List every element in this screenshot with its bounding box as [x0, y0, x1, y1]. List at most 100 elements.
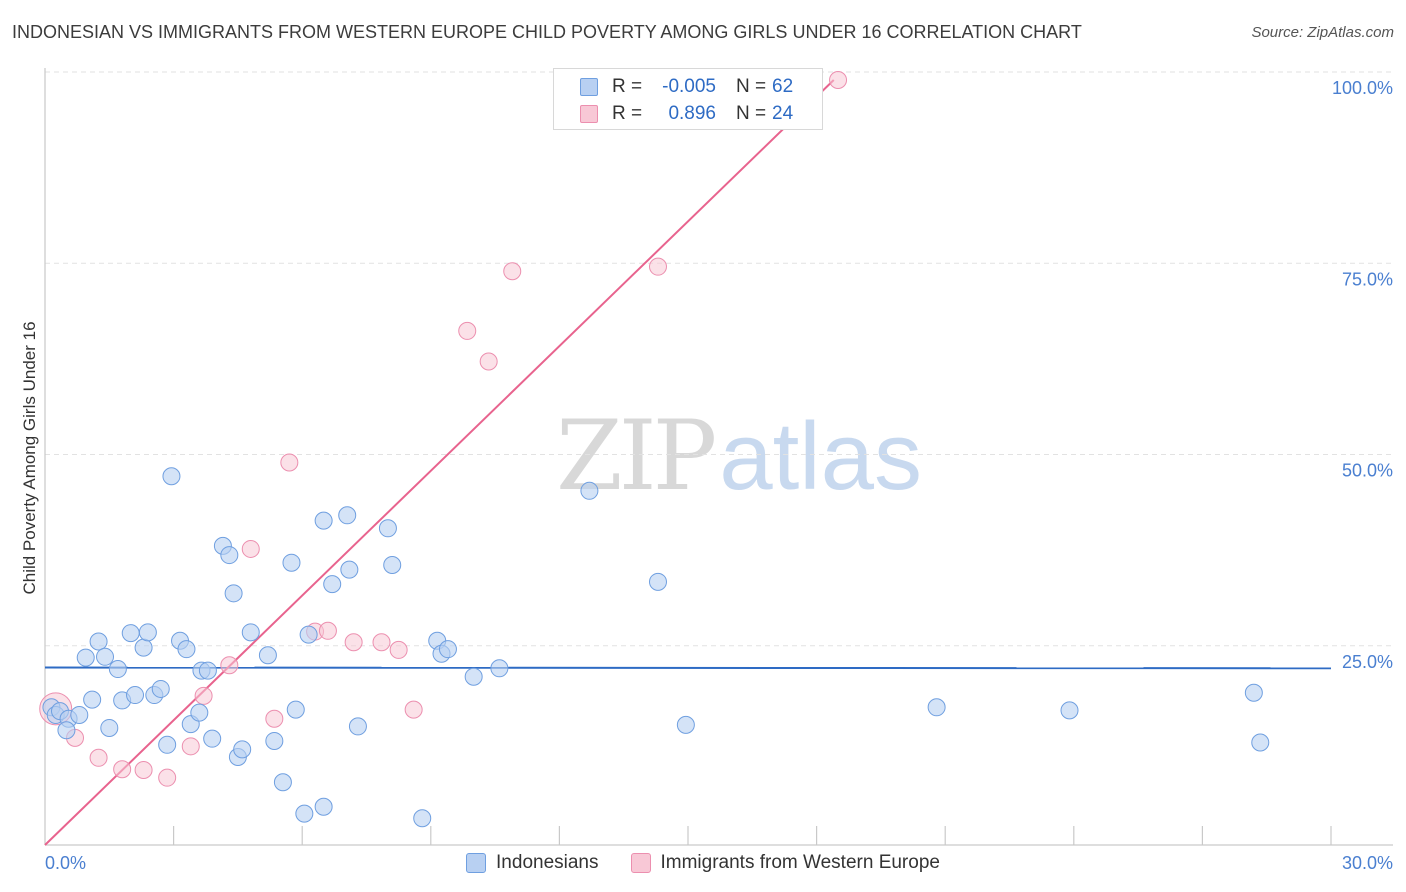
indonesians-point — [273, 773, 292, 792]
indonesians-point — [383, 556, 402, 575]
r-value: 0.896 — [668, 103, 716, 124]
indonesians-point — [89, 632, 108, 651]
immigrants-point — [372, 633, 391, 652]
legend-item-immigrants[interactable]: Immigrants from Western Europe — [630, 852, 940, 874]
indonesians-point — [314, 511, 333, 530]
indonesians-point — [96, 647, 115, 666]
immigrants-point — [280, 453, 299, 472]
indonesians-point — [233, 740, 252, 759]
immigrants-point — [265, 709, 284, 728]
r-label: R = — [612, 103, 643, 124]
series-legend: Indonesians Immigrants from Western Euro… — [0, 852, 1406, 874]
indonesians-point — [282, 553, 301, 572]
indonesians-point — [134, 638, 153, 657]
indonesians-point — [220, 546, 239, 565]
indonesians-point — [299, 625, 318, 644]
indonesians-point — [108, 660, 127, 679]
indonesians-point — [1244, 683, 1263, 702]
indonesians-point — [151, 679, 170, 698]
immigrants-point — [404, 700, 423, 719]
indonesians-point — [177, 640, 196, 659]
indonesians-point — [348, 717, 367, 736]
immigrants-point — [220, 656, 239, 675]
indonesians-trend-line — [44, 666, 1332, 670]
indonesians-legend-swatch — [466, 853, 487, 873]
indonesians-point — [190, 703, 209, 722]
indonesians-point — [100, 718, 119, 737]
indonesians-swatch — [580, 78, 598, 96]
y-tick-label: 75.0% — [1342, 269, 1393, 289]
immigrants-swatch — [580, 105, 598, 123]
legend-label: Immigrants from Western Europe — [660, 852, 940, 873]
n-label: N = — [736, 76, 767, 97]
indonesians-point — [1251, 733, 1270, 752]
n-label: N = — [736, 103, 767, 124]
indonesians-point — [198, 661, 217, 680]
immigrants-point — [318, 621, 337, 640]
immigrants-point — [241, 539, 260, 558]
indonesians-point — [121, 624, 140, 643]
r-value: -0.005 — [662, 76, 716, 97]
indonesians-point — [490, 659, 509, 678]
indonesians-point — [464, 667, 483, 686]
n-value: 62 — [772, 76, 794, 97]
n-value: 24 — [772, 103, 794, 124]
trend-lines — [44, 79, 1332, 846]
correlation-stats-box: R = -0.005 N = 62 R = 0.896 N = 24 — [553, 68, 823, 130]
stats-row-indonesians: R = -0.005 N = 62 — [554, 74, 793, 100]
immigrants-point — [829, 71, 848, 89]
indonesians-point — [323, 575, 342, 594]
immigrants-point — [158, 768, 177, 787]
r-label: R = — [612, 76, 643, 97]
indonesians-point — [138, 623, 157, 642]
y-tick-label: 100.0% — [1332, 78, 1393, 98]
immigrants-point — [648, 257, 667, 276]
indonesians-point — [286, 700, 305, 719]
y-tick-label: 25.0% — [1342, 652, 1393, 672]
legend-label: Indonesians — [496, 852, 599, 873]
indonesians-point — [295, 804, 314, 823]
chart-title: INDONESIAN VS IMMIGRANTS FROM WESTERN EU… — [12, 22, 1082, 42]
indonesians-point — [927, 698, 946, 717]
indonesians-point — [76, 648, 95, 667]
tick-labels: 25.0% 50.0% 75.0% 100.0% 0.0% 30.0% — [45, 78, 1393, 873]
indonesians-point — [83, 690, 102, 709]
immigrants-point — [89, 748, 108, 767]
immigrants-point — [479, 352, 498, 371]
stats-row-immigrants: R = 0.896 N = 24 — [554, 101, 793, 127]
immigrants-point — [134, 761, 153, 780]
indonesians-point — [158, 735, 177, 754]
legend-item-indonesians[interactable]: Indonesians — [466, 852, 599, 874]
x-tick-label: 30.0% — [1342, 853, 1393, 873]
indonesians-point — [126, 686, 145, 705]
immigrants-point — [503, 262, 522, 281]
source-credit: Source: ZipAtlas.com — [1251, 24, 1394, 41]
indonesians-point — [338, 506, 357, 525]
indonesians-point — [676, 715, 695, 734]
immigrants-legend-swatch — [630, 853, 651, 873]
indonesians-point — [314, 797, 333, 816]
indonesians-point — [57, 721, 76, 740]
indonesians-point — [340, 560, 359, 579]
indonesians-point — [648, 572, 667, 591]
indonesians-point — [224, 584, 243, 603]
y-tick-label: 50.0% — [1342, 461, 1393, 481]
immigrants-point — [194, 686, 213, 705]
indonesians-point — [413, 809, 432, 828]
indonesians-point — [1060, 701, 1079, 720]
axes — [44, 68, 1393, 846]
indonesians-point — [265, 731, 284, 750]
immigrants-point — [181, 737, 200, 756]
indonesians-point — [70, 705, 89, 724]
indonesians-point — [438, 640, 457, 659]
indonesians-point — [162, 467, 181, 486]
immigrants-point — [458, 321, 477, 340]
indonesians-point — [258, 646, 277, 665]
indonesians-point — [241, 623, 260, 642]
data-points — [39, 71, 1270, 828]
immigrants-point — [113, 760, 132, 779]
immigrants-trend-line — [44, 79, 835, 846]
immigrants-point — [344, 633, 363, 652]
watermark-atlas: atlas — [719, 403, 922, 510]
